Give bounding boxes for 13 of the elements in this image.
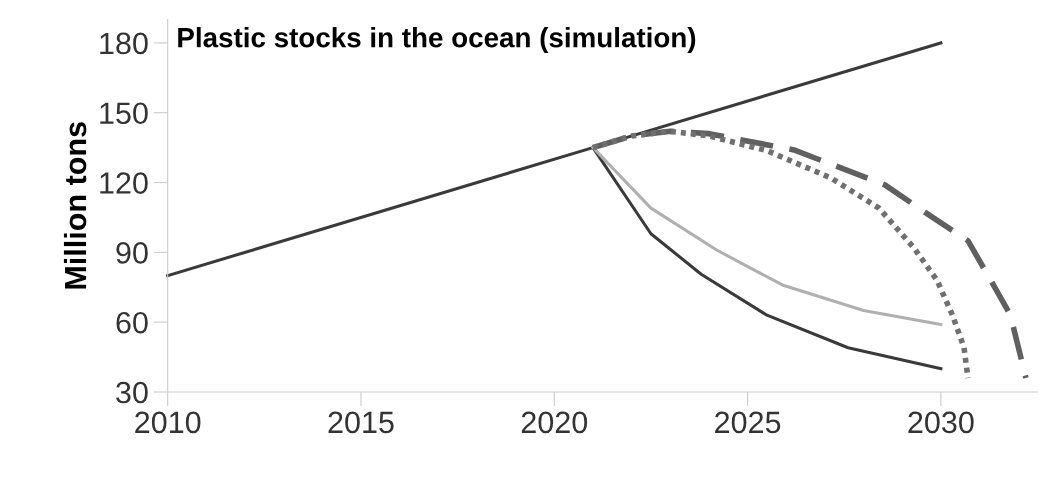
x-tick-label: 2025 [715,411,781,434]
x-tick-label: 2030 [908,411,974,434]
x-tick-label: 2015 [328,411,394,434]
y-tick-label: 30 [116,381,148,404]
y-tick-label: 150 [100,102,148,125]
chart-title: Plastic stocks in the ocean (simulation) [178,27,696,53]
y-tick-label: 60 [116,311,148,334]
y-tick-label: 90 [116,242,148,264]
y-tick-label: 120 [100,172,148,194]
y-axis-title: Million tons [63,122,87,289]
x-tick-label: 2020 [521,411,588,434]
y-tick-label: 180 [100,32,148,55]
x-tick-label: 2010 [135,411,201,434]
